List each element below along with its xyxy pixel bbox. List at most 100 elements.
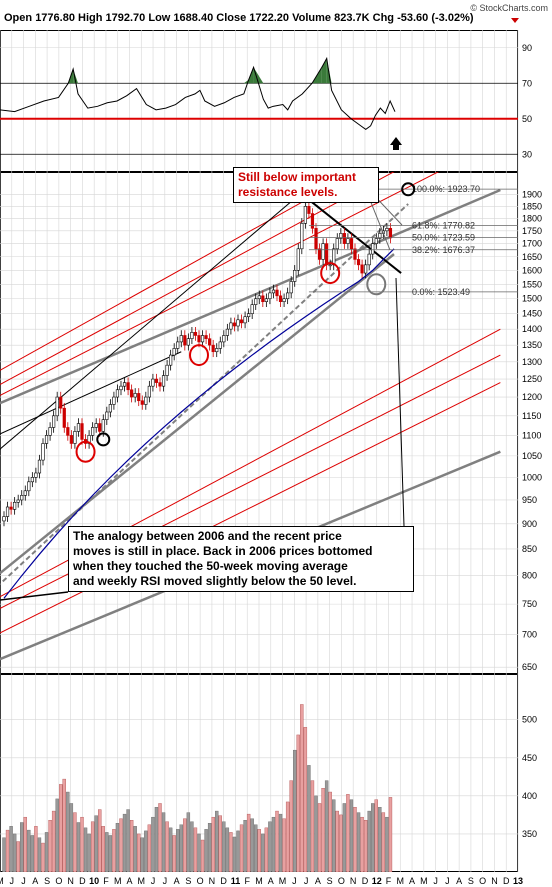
volume-bar bbox=[225, 827, 230, 872]
volume-bar bbox=[215, 810, 219, 872]
volume-bar bbox=[172, 835, 176, 872]
price-tick-label: 700 bbox=[522, 630, 537, 640]
copyright: © StockCharts.com bbox=[470, 3, 548, 13]
candle-body bbox=[371, 243, 375, 255]
volume-bar bbox=[275, 810, 279, 872]
volume-bar bbox=[158, 803, 162, 872]
price-tick-label: 1750 bbox=[522, 226, 542, 236]
volume-bar bbox=[129, 820, 134, 872]
x-tick-label: 10 bbox=[89, 876, 99, 886]
volume-bar bbox=[317, 803, 322, 872]
volume-tick-label: 450 bbox=[522, 753, 537, 763]
rsi-overbought-fill bbox=[326, 58, 332, 84]
candle-body bbox=[250, 304, 254, 314]
price-tick-label: 1400 bbox=[522, 324, 542, 334]
fib-label: 0.0%: 1523.49 bbox=[412, 287, 470, 297]
volume-bar bbox=[76, 822, 81, 872]
rsi-tick-label: 90 bbox=[522, 43, 532, 53]
highlight-circle bbox=[96, 432, 111, 447]
volume-bar bbox=[332, 799, 336, 872]
volume-bar bbox=[300, 704, 304, 872]
axes: MJJASOND10FMAMJJASOND11FMAMJJASOND12FMAM… bbox=[0, 43, 542, 886]
candle-body bbox=[76, 423, 81, 432]
volume-bar bbox=[197, 833, 201, 872]
price-tick-label: 750 bbox=[522, 599, 537, 609]
volume-bar bbox=[243, 820, 247, 872]
volume-bars bbox=[2, 704, 393, 872]
x-tick-label: O bbox=[197, 876, 204, 886]
x-tick-label: S bbox=[327, 876, 333, 886]
volume-bar bbox=[229, 832, 233, 872]
candle-body bbox=[310, 213, 315, 229]
volume-bar bbox=[381, 812, 386, 872]
candle-body bbox=[356, 259, 361, 266]
candle-body bbox=[101, 419, 105, 432]
candle-body bbox=[208, 338, 212, 346]
price-tick-label: 800 bbox=[522, 571, 537, 581]
volume-tick-label: 350 bbox=[522, 829, 537, 839]
candle-body bbox=[296, 248, 300, 271]
price-tick-label: 1600 bbox=[522, 265, 542, 275]
x-tick-label: J bbox=[445, 876, 450, 886]
volume-bar bbox=[144, 830, 148, 872]
x-tick-label: A bbox=[315, 876, 321, 886]
x-tick-label: A bbox=[126, 876, 132, 886]
volume-bar bbox=[204, 829, 208, 872]
volume-bar bbox=[5, 829, 10, 872]
volume-bar bbox=[23, 816, 27, 872]
volume-bar bbox=[126, 809, 130, 872]
candle-body bbox=[80, 423, 84, 440]
volume-tick-label: 400 bbox=[522, 791, 537, 801]
rsi-overbought-fill bbox=[321, 58, 327, 84]
candle-body bbox=[307, 206, 311, 214]
candle-body bbox=[52, 415, 56, 428]
volume-bar bbox=[342, 803, 347, 872]
x-tick-label: M bbox=[138, 876, 146, 886]
volume-bar bbox=[360, 816, 364, 872]
candle-body bbox=[126, 382, 130, 391]
volume-bar bbox=[254, 824, 258, 872]
volume-bar bbox=[179, 824, 183, 872]
volume-bar bbox=[246, 813, 251, 872]
price-tick-label: 1300 bbox=[522, 357, 542, 367]
volume-bar bbox=[140, 837, 144, 872]
candle-body bbox=[122, 382, 127, 387]
x-tick-label: J bbox=[10, 876, 15, 886]
price-tick-label: 650 bbox=[522, 662, 537, 672]
candle-body bbox=[211, 344, 215, 353]
x-tick-label: M bbox=[420, 876, 428, 886]
x-tick-label: D bbox=[79, 876, 86, 886]
volume-bar bbox=[218, 815, 222, 872]
volume-bar bbox=[190, 821, 194, 872]
candle-body bbox=[317, 248, 322, 260]
candle-body bbox=[112, 396, 116, 405]
volume-bar bbox=[20, 822, 24, 872]
candle-body bbox=[236, 319, 240, 327]
candle-body bbox=[278, 295, 283, 302]
candle-body bbox=[325, 243, 329, 266]
volume-bar bbox=[261, 833, 265, 872]
x-tick-label: M bbox=[114, 876, 122, 886]
candle-body bbox=[16, 499, 20, 503]
candle-body bbox=[59, 396, 63, 409]
price-tick-label: 1150 bbox=[522, 411, 541, 421]
candle-body bbox=[282, 298, 286, 302]
volume-bar bbox=[69, 803, 74, 872]
volume-bar bbox=[51, 810, 56, 872]
volume-bar bbox=[16, 841, 20, 872]
volume-bar bbox=[285, 801, 290, 872]
volume-bar bbox=[282, 818, 286, 872]
x-tick-label: S bbox=[185, 876, 191, 886]
candle-body bbox=[225, 328, 229, 336]
price-tick-label: 1500 bbox=[522, 294, 542, 304]
trend-lines bbox=[0, 172, 501, 661]
volume-bar bbox=[154, 807, 159, 872]
dashed-support-line bbox=[0, 203, 409, 586]
x-tick-label: 12 bbox=[372, 876, 382, 886]
candle-body bbox=[367, 253, 371, 266]
fib-label: 50.0%: 1723.59 bbox=[412, 233, 475, 243]
candle-body bbox=[200, 335, 205, 343]
rsi-line bbox=[0, 56, 396, 131]
x-tick-label: J bbox=[433, 876, 438, 886]
volume-bar bbox=[98, 809, 102, 872]
